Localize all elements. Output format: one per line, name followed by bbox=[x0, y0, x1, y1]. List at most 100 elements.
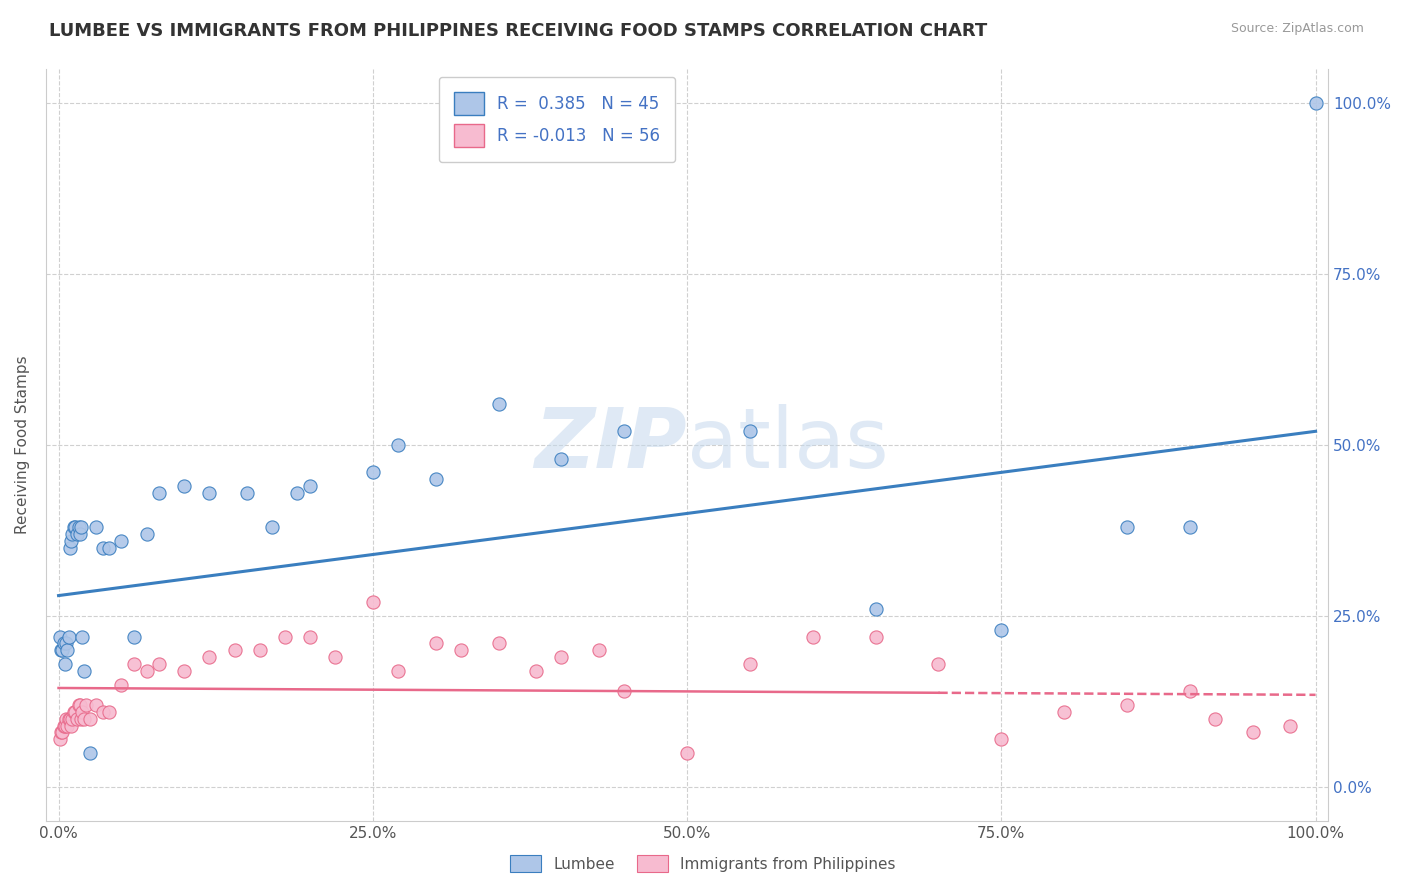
Point bbox=[801, 630, 824, 644]
Point bbox=[613, 425, 636, 439]
Point bbox=[52, 636, 75, 650]
Point bbox=[67, 698, 90, 712]
Point bbox=[70, 712, 93, 726]
Point bbox=[97, 705, 120, 719]
Point bbox=[198, 486, 221, 500]
Point bbox=[56, 643, 79, 657]
Point bbox=[72, 630, 94, 644]
Point bbox=[488, 636, 510, 650]
Point bbox=[1178, 520, 1201, 534]
Point bbox=[67, 520, 90, 534]
Point bbox=[927, 657, 949, 671]
Point bbox=[298, 630, 321, 644]
Point bbox=[55, 636, 77, 650]
Point bbox=[262, 520, 284, 534]
Point bbox=[198, 650, 221, 665]
Point bbox=[236, 486, 259, 500]
Point bbox=[73, 712, 96, 726]
Point bbox=[173, 479, 195, 493]
Point bbox=[361, 595, 384, 609]
Point bbox=[1116, 698, 1139, 712]
Point bbox=[56, 718, 79, 732]
Point bbox=[135, 527, 157, 541]
Point bbox=[550, 451, 572, 466]
Text: ZIP: ZIP bbox=[534, 404, 688, 485]
Point bbox=[84, 698, 107, 712]
Point bbox=[122, 630, 145, 644]
Point bbox=[62, 520, 84, 534]
Point bbox=[58, 712, 80, 726]
Point bbox=[387, 438, 409, 452]
Point bbox=[73, 664, 96, 678]
Point bbox=[51, 725, 73, 739]
Point bbox=[1305, 95, 1327, 110]
Point bbox=[122, 657, 145, 671]
Point bbox=[148, 486, 170, 500]
Point bbox=[91, 541, 114, 555]
Point bbox=[69, 698, 91, 712]
Point bbox=[63, 520, 86, 534]
Point bbox=[550, 650, 572, 665]
Point bbox=[49, 725, 72, 739]
Point bbox=[676, 746, 699, 760]
Point bbox=[1241, 725, 1264, 739]
Point bbox=[287, 486, 309, 500]
Point bbox=[60, 712, 83, 726]
Point bbox=[135, 664, 157, 678]
Point bbox=[173, 664, 195, 678]
Point bbox=[1204, 712, 1226, 726]
Point bbox=[110, 533, 132, 548]
Point bbox=[52, 718, 75, 732]
Point bbox=[1279, 718, 1302, 732]
Text: Source: ZipAtlas.com: Source: ZipAtlas.com bbox=[1230, 22, 1364, 36]
Point bbox=[60, 533, 83, 548]
Point bbox=[361, 466, 384, 480]
Point bbox=[62, 705, 84, 719]
Point bbox=[72, 705, 94, 719]
Point bbox=[425, 636, 447, 650]
Point bbox=[1178, 684, 1201, 698]
Point bbox=[450, 643, 472, 657]
Point bbox=[990, 732, 1012, 747]
Text: LUMBEE VS IMMIGRANTS FROM PHILIPPINES RECEIVING FOOD STAMPS CORRELATION CHART: LUMBEE VS IMMIGRANTS FROM PHILIPPINES RE… bbox=[49, 22, 987, 40]
Point bbox=[425, 472, 447, 486]
Point bbox=[249, 643, 271, 657]
Point bbox=[524, 664, 547, 678]
Point bbox=[84, 520, 107, 534]
Point bbox=[60, 718, 83, 732]
Point bbox=[588, 643, 610, 657]
Point bbox=[59, 712, 82, 726]
Point bbox=[49, 643, 72, 657]
Point bbox=[59, 541, 82, 555]
Point bbox=[990, 623, 1012, 637]
Point bbox=[53, 657, 76, 671]
Point bbox=[60, 527, 83, 541]
Point bbox=[49, 732, 72, 747]
Point bbox=[613, 684, 636, 698]
Point bbox=[224, 643, 246, 657]
Point bbox=[274, 630, 297, 644]
Text: atlas: atlas bbox=[688, 404, 889, 485]
Point bbox=[66, 527, 89, 541]
Legend: Lumbee, Immigrants from Philippines: Lumbee, Immigrants from Philippines bbox=[502, 847, 904, 880]
Point bbox=[97, 541, 120, 555]
Point bbox=[148, 657, 170, 671]
Point bbox=[55, 712, 77, 726]
Point bbox=[1053, 705, 1076, 719]
Point bbox=[58, 630, 80, 644]
Point bbox=[51, 643, 73, 657]
Point bbox=[79, 746, 101, 760]
Point bbox=[66, 712, 89, 726]
Point bbox=[865, 630, 887, 644]
Legend: R =  0.385   N = 45, R = -0.013   N = 56: R = 0.385 N = 45, R = -0.013 N = 56 bbox=[439, 77, 675, 162]
Point bbox=[49, 630, 72, 644]
Point bbox=[53, 718, 76, 732]
Point bbox=[69, 527, 91, 541]
Point bbox=[387, 664, 409, 678]
Point bbox=[79, 712, 101, 726]
Point bbox=[70, 520, 93, 534]
Point bbox=[865, 602, 887, 616]
Point bbox=[91, 705, 114, 719]
Point bbox=[1116, 520, 1139, 534]
Point bbox=[298, 479, 321, 493]
